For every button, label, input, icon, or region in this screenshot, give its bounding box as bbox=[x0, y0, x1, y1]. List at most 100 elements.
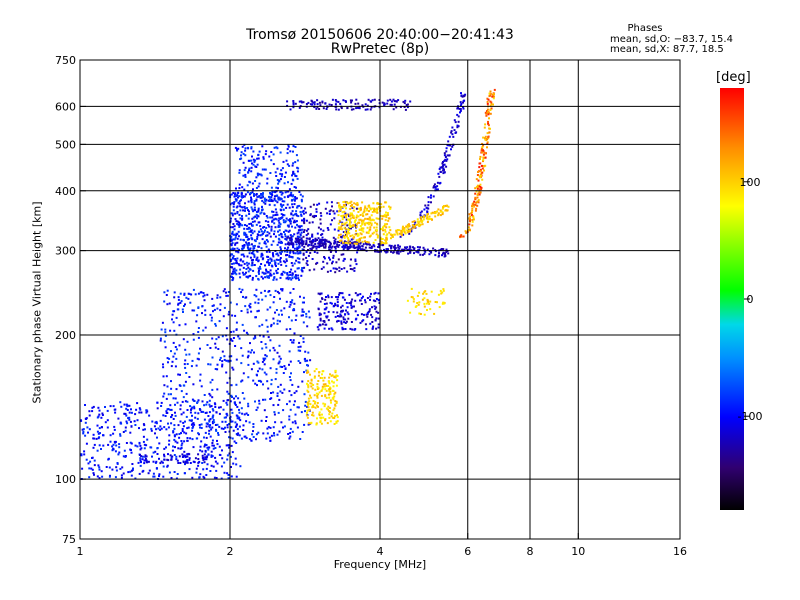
data-point bbox=[166, 458, 169, 461]
data-point bbox=[279, 246, 282, 249]
data-point bbox=[238, 434, 241, 437]
data-point bbox=[290, 212, 293, 215]
data-point bbox=[269, 235, 272, 238]
data-point bbox=[198, 460, 201, 463]
data-point bbox=[257, 210, 260, 213]
data-point bbox=[130, 442, 133, 445]
data-point bbox=[226, 424, 229, 426]
data-point bbox=[238, 200, 241, 203]
data-point bbox=[292, 145, 295, 148]
data-point bbox=[326, 315, 329, 318]
data-point bbox=[409, 100, 412, 103]
data-point bbox=[286, 403, 288, 406]
data-point bbox=[280, 252, 282, 255]
data-point bbox=[250, 201, 253, 204]
data-point bbox=[206, 423, 209, 426]
data-point bbox=[203, 436, 205, 439]
data-point bbox=[360, 208, 362, 211]
data-point bbox=[247, 363, 250, 366]
colorbar-tick-label: -100 bbox=[738, 410, 763, 423]
data-point bbox=[325, 108, 328, 110]
data-point bbox=[425, 292, 428, 295]
data-point bbox=[282, 208, 285, 211]
data-point bbox=[225, 294, 228, 297]
data-point bbox=[493, 93, 495, 95]
data-point bbox=[223, 471, 226, 474]
data-point bbox=[441, 211, 444, 214]
data-point bbox=[406, 229, 409, 232]
data-point bbox=[212, 419, 215, 421]
data-point bbox=[88, 428, 91, 431]
data-point bbox=[353, 267, 356, 270]
data-point bbox=[370, 247, 373, 250]
data-point bbox=[323, 308, 326, 311]
data-point bbox=[349, 207, 352, 210]
data-point bbox=[313, 216, 316, 219]
data-point bbox=[202, 329, 205, 332]
data-point bbox=[303, 217, 306, 220]
data-point bbox=[462, 106, 464, 109]
data-point bbox=[236, 237, 239, 240]
data-point bbox=[375, 327, 378, 330]
data-point bbox=[273, 411, 276, 414]
data-point bbox=[297, 277, 300, 280]
data-point bbox=[271, 191, 274, 193]
data-point bbox=[254, 215, 257, 218]
data-point bbox=[195, 364, 198, 367]
data-point bbox=[259, 234, 262, 237]
data-point bbox=[483, 151, 486, 154]
colorbar-unit: [deg] bbox=[716, 70, 751, 85]
data-point bbox=[290, 319, 293, 322]
data-point bbox=[159, 419, 162, 422]
data-point bbox=[167, 453, 169, 456]
data-point bbox=[205, 467, 208, 470]
data-point bbox=[123, 412, 126, 415]
data-point bbox=[169, 329, 172, 332]
data-point bbox=[295, 238, 298, 241]
data-point bbox=[419, 246, 421, 249]
data-point bbox=[203, 294, 206, 297]
data-point bbox=[471, 207, 474, 210]
data-point bbox=[299, 345, 302, 348]
data-point bbox=[489, 112, 492, 115]
data-point bbox=[438, 252, 440, 255]
data-point bbox=[318, 101, 321, 104]
data-point bbox=[345, 231, 348, 234]
data-point bbox=[243, 255, 246, 258]
data-point bbox=[253, 255, 256, 258]
data-point bbox=[318, 312, 321, 315]
data-point bbox=[231, 272, 233, 275]
data-point bbox=[441, 207, 444, 210]
data-point bbox=[260, 291, 263, 294]
data-point bbox=[292, 214, 295, 217]
data-point bbox=[255, 409, 258, 411]
data-point bbox=[247, 270, 250, 273]
data-point bbox=[480, 149, 483, 152]
data-point bbox=[235, 220, 238, 223]
data-point bbox=[119, 433, 122, 436]
data-point bbox=[242, 372, 245, 375]
data-point bbox=[217, 432, 219, 434]
data-point bbox=[175, 388, 178, 391]
data-point bbox=[111, 445, 114, 448]
data-point bbox=[365, 313, 368, 316]
data-point bbox=[460, 92, 462, 95]
data-point bbox=[274, 214, 277, 216]
data-point bbox=[393, 100, 396, 103]
data-point bbox=[323, 246, 326, 249]
data-point bbox=[297, 238, 300, 241]
data-point bbox=[180, 413, 183, 416]
data-point bbox=[214, 403, 217, 406]
data-point bbox=[289, 427, 292, 430]
data-point bbox=[443, 159, 446, 162]
data-point bbox=[336, 298, 339, 301]
data-point bbox=[192, 422, 195, 425]
data-point bbox=[119, 401, 122, 404]
data-point bbox=[246, 255, 249, 258]
data-point bbox=[152, 475, 155, 478]
data-point bbox=[235, 273, 238, 276]
data-point bbox=[362, 236, 365, 239]
data-point bbox=[376, 208, 379, 211]
data-point bbox=[255, 288, 258, 291]
data-point bbox=[477, 199, 480, 202]
